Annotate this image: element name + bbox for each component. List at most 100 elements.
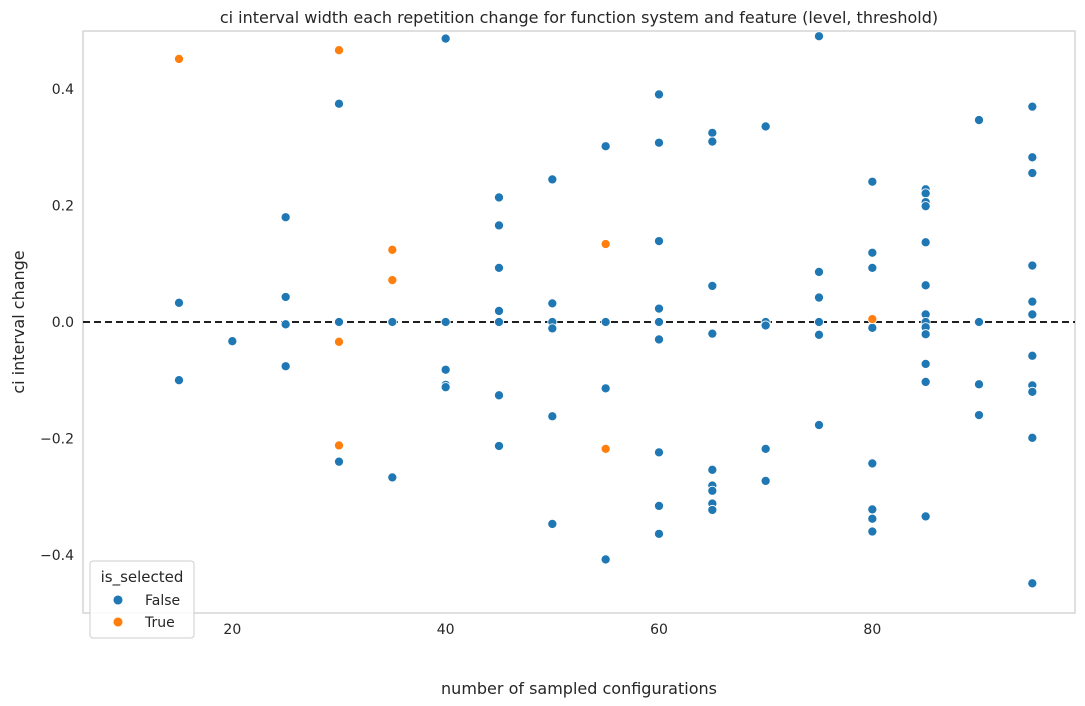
point-false xyxy=(707,136,718,147)
point-false xyxy=(867,513,878,524)
point-false xyxy=(1027,578,1038,589)
point-false xyxy=(813,292,825,303)
point-false xyxy=(813,419,825,431)
point-false xyxy=(1027,260,1038,271)
point-false xyxy=(973,410,985,421)
point-false xyxy=(493,316,505,328)
y-tick-label: 0.4 xyxy=(52,82,74,98)
point-false xyxy=(973,316,985,328)
point-false xyxy=(973,114,985,126)
point-false xyxy=(707,280,718,291)
point-false xyxy=(920,280,931,291)
point-false xyxy=(440,382,451,393)
point-false xyxy=(387,316,398,328)
y-tick-label: −0.2 xyxy=(40,431,74,447)
point-false xyxy=(493,192,505,203)
point-false xyxy=(653,137,665,148)
point-false xyxy=(813,266,825,277)
point-false xyxy=(493,305,505,316)
point-false xyxy=(493,390,505,401)
point-false xyxy=(760,121,771,132)
point-true xyxy=(387,275,398,286)
point-false xyxy=(920,358,931,369)
point-true xyxy=(333,440,345,451)
point-false xyxy=(867,504,878,515)
point-false xyxy=(867,176,878,187)
x-tick-label: 20 xyxy=(223,622,241,638)
point-true xyxy=(600,443,611,454)
point-false xyxy=(227,336,238,347)
point-false xyxy=(653,334,665,345)
point-false xyxy=(867,458,878,469)
point-true xyxy=(600,238,611,250)
point-false xyxy=(707,504,718,516)
point-false xyxy=(280,319,291,330)
point-false xyxy=(653,316,665,328)
point-false xyxy=(600,554,611,565)
point-false xyxy=(493,262,505,273)
legend-title: is_selected xyxy=(101,568,184,587)
x-tick-label: 40 xyxy=(437,622,455,638)
point-false xyxy=(920,237,931,248)
point-false xyxy=(173,297,185,308)
legend-label-false: False xyxy=(145,593,180,609)
y-tick-label: −0.4 xyxy=(40,548,74,564)
legend-label-true: True xyxy=(144,615,175,631)
point-false xyxy=(920,201,931,212)
legend-marker-false xyxy=(112,594,124,606)
point-false xyxy=(1027,432,1038,443)
point-false xyxy=(1027,167,1038,179)
point-true xyxy=(333,336,345,347)
x-axis-label: number of sampled configurations xyxy=(441,679,717,698)
y-tick-label: 0.0 xyxy=(52,315,74,331)
point-false xyxy=(333,98,345,109)
point-false xyxy=(333,316,345,328)
point-false xyxy=(653,89,665,100)
point-false xyxy=(867,526,878,537)
point-false xyxy=(707,485,718,496)
point-false xyxy=(707,328,718,339)
point-false xyxy=(600,383,611,394)
point-false xyxy=(653,500,665,511)
point-false xyxy=(813,329,825,340)
point-false xyxy=(1027,309,1038,320)
point-false xyxy=(760,443,771,454)
point-false xyxy=(1027,152,1038,163)
point-true xyxy=(173,53,185,64)
data-points xyxy=(173,31,1038,589)
point-false xyxy=(653,528,665,539)
point-false xyxy=(760,320,771,331)
point-false xyxy=(973,379,985,390)
point-false xyxy=(547,323,558,334)
point-false xyxy=(867,262,878,273)
point-false xyxy=(867,247,878,258)
x-tick-label: 80 xyxy=(863,622,881,638)
point-false xyxy=(493,220,505,231)
point-false xyxy=(707,127,718,138)
legend: is_selected False True xyxy=(89,560,195,639)
point-false xyxy=(760,475,771,486)
point-false xyxy=(600,141,611,152)
point-false xyxy=(280,212,291,223)
point-true xyxy=(387,244,398,255)
legend-marker-true xyxy=(112,616,124,628)
x-tick-label: 60 xyxy=(650,622,668,638)
point-true xyxy=(867,314,878,325)
y-tick-label: 0.2 xyxy=(52,199,74,215)
point-false xyxy=(547,518,558,530)
point-false xyxy=(920,329,931,340)
point-false xyxy=(387,472,398,483)
point-false xyxy=(813,31,825,42)
point-false xyxy=(1027,296,1038,307)
point-false xyxy=(440,316,451,328)
point-false xyxy=(867,322,878,333)
point-false xyxy=(707,464,718,475)
point-false xyxy=(547,298,558,309)
y-axis-ticks: −0.4 −0.2 0.0 0.2 0.4 xyxy=(40,82,74,564)
point-false xyxy=(493,440,505,452)
point-false xyxy=(280,361,291,372)
point-false xyxy=(600,316,611,328)
y-axis-label: ci interval change xyxy=(9,250,28,393)
point-false xyxy=(1027,350,1038,361)
